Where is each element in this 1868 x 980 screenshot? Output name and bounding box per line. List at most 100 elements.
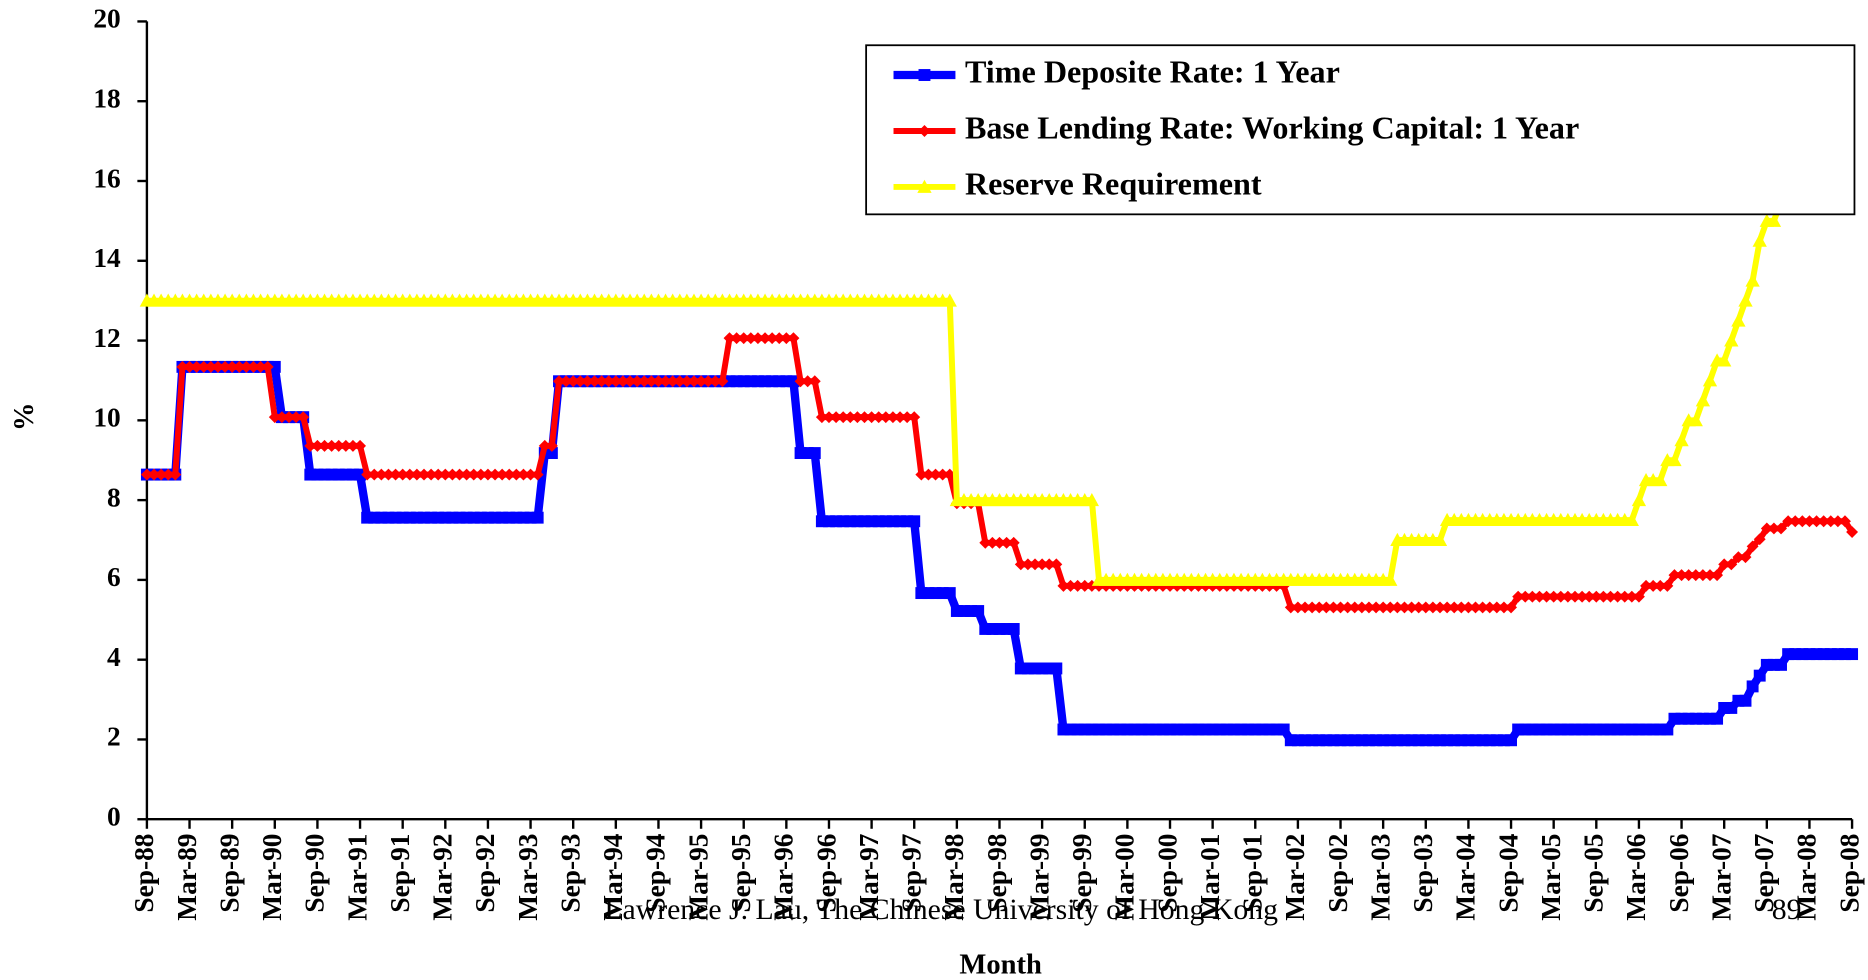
point [183, 360, 196, 373]
point [1426, 601, 1439, 614]
point [1242, 723, 1255, 736]
point [553, 375, 565, 388]
point [773, 375, 786, 388]
point [1391, 734, 1404, 747]
point [972, 605, 985, 617]
point [965, 605, 978, 617]
point [1306, 601, 1319, 614]
x-tick-label: Sep-93 [555, 834, 585, 913]
point [1695, 393, 1711, 407]
point [1505, 734, 1517, 747]
point [1732, 551, 1745, 564]
point [1661, 579, 1674, 592]
point [716, 375, 729, 388]
x-tick-label: Mar-89 [172, 834, 202, 921]
x-tick-label: Mar-92 [428, 834, 458, 921]
point [1775, 522, 1787, 535]
point [524, 468, 537, 481]
point [787, 375, 800, 388]
point [1831, 515, 1844, 528]
point [1631, 492, 1647, 507]
point [1391, 601, 1404, 614]
point [1604, 723, 1617, 736]
point [1839, 515, 1851, 528]
point [1057, 723, 1070, 736]
point [1817, 648, 1830, 661]
point [751, 375, 764, 388]
point [1618, 723, 1631, 736]
point [737, 375, 750, 388]
point [460, 511, 473, 524]
point [1668, 569, 1681, 582]
point [1448, 601, 1461, 614]
point [1029, 662, 1041, 675]
point [1583, 723, 1596, 736]
x-tick-label: Mar-08 [1792, 834, 1822, 921]
point [1590, 723, 1603, 736]
point [766, 375, 779, 388]
point [1412, 734, 1425, 747]
point [865, 515, 878, 528]
point [332, 468, 345, 481]
point [325, 468, 338, 481]
point [489, 468, 501, 481]
point [1412, 601, 1425, 614]
point [510, 511, 523, 524]
point [1341, 601, 1354, 614]
point [1348, 601, 1361, 614]
point [1604, 590, 1617, 603]
point [311, 468, 324, 481]
point [1689, 712, 1702, 725]
point [531, 468, 544, 481]
point [673, 375, 686, 388]
point [148, 468, 160, 481]
y-tick-label: 18 [93, 83, 120, 113]
point [929, 587, 942, 600]
x-tick-label: Mar-91 [342, 834, 372, 921]
point [901, 515, 914, 528]
point [1661, 723, 1674, 736]
point [339, 468, 352, 481]
point [1327, 734, 1340, 747]
point [1718, 701, 1731, 714]
point [453, 511, 466, 524]
x-tick-label: Sep-03 [1408, 834, 1438, 913]
page-number: 89 [1772, 893, 1802, 926]
point [1724, 333, 1739, 347]
point [496, 511, 509, 524]
point [219, 360, 232, 373]
x-tick-label: Sep-08 [1834, 834, 1864, 913]
point [1554, 590, 1567, 603]
point [645, 375, 658, 388]
point [361, 511, 374, 524]
point [1766, 213, 1782, 227]
point [1341, 734, 1354, 747]
point [1284, 601, 1297, 614]
point [1810, 515, 1823, 528]
point [1519, 723, 1532, 736]
point [1576, 590, 1589, 603]
point [759, 375, 771, 388]
point [211, 360, 224, 373]
point [474, 511, 487, 524]
point [1178, 723, 1191, 736]
point [1064, 723, 1077, 736]
point [1142, 723, 1155, 736]
point [396, 468, 409, 481]
point [1632, 723, 1645, 736]
point [1689, 569, 1702, 582]
point [917, 179, 932, 193]
footer: Lawrence J. Lau, The Chinese University … [604, 893, 1278, 926]
point [1745, 273, 1760, 287]
point [1540, 590, 1553, 603]
point [432, 468, 445, 481]
point [1711, 712, 1724, 725]
point [1398, 734, 1411, 747]
point [823, 515, 835, 528]
point [1554, 723, 1567, 736]
point [915, 468, 928, 481]
x-tick-label: Sep-00 [1152, 834, 1182, 913]
point [410, 468, 423, 481]
point [986, 623, 999, 635]
point [695, 375, 708, 388]
